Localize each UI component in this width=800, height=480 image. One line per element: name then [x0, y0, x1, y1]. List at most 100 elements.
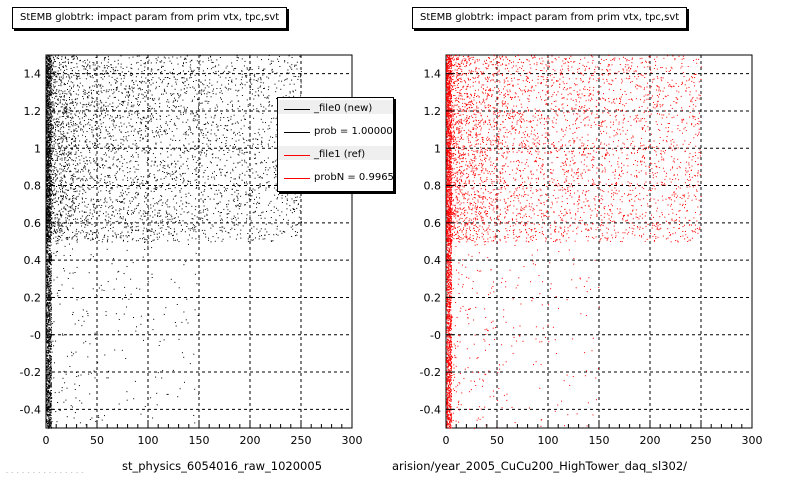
- data-point: [47, 271, 48, 273]
- data-point: [86, 93, 88, 95]
- data-point: [60, 76, 62, 78]
- data-point: [180, 230, 182, 232]
- data-point: [194, 74, 196, 76]
- data-point: [50, 216, 51, 218]
- data-point: [68, 216, 70, 218]
- data-point: [46, 207, 48, 209]
- data-point: [76, 98, 78, 100]
- data-point: [68, 80, 69, 82]
- data-point: [104, 67, 106, 69]
- data-point: [64, 93, 66, 95]
- data-point: [53, 182, 55, 184]
- data-point: [67, 73, 69, 75]
- data-point: [79, 186, 81, 188]
- data-point: [84, 141, 86, 143]
- data-point: [199, 163, 201, 164]
- data-point: [50, 141, 52, 143]
- data-point: [48, 255, 50, 257]
- data-point: [198, 106, 199, 108]
- data-point: [132, 212, 134, 213]
- data-point: [233, 215, 235, 217]
- data-point: [113, 121, 115, 123]
- data-point: [50, 170, 52, 172]
- data-point: [55, 93, 57, 95]
- data-point: [264, 234, 266, 236]
- data-point: [93, 69, 95, 71]
- data-point: [208, 59, 210, 61]
- data-point: [107, 143, 109, 145]
- data-point: [186, 165, 188, 167]
- data-point: [61, 177, 63, 179]
- data-point: [299, 210, 301, 212]
- data-point: [49, 376, 51, 378]
- data-point: [246, 214, 248, 216]
- data-point: [297, 222, 299, 224]
- data-point: [48, 148, 50, 150]
- data-point: [46, 217, 47, 219]
- data-point: [119, 73, 121, 75]
- data-point: [180, 179, 181, 180]
- data-point: [151, 230, 153, 232]
- data-point: [49, 394, 51, 396]
- data-point: [275, 219, 277, 221]
- data-point: [68, 109, 70, 111]
- data-point: [100, 199, 102, 201]
- data-point: [162, 167, 164, 169]
- data-point: [46, 121, 48, 123]
- data-point: [229, 210, 231, 212]
- data-point: [51, 317, 52, 319]
- data-point: [96, 201, 98, 203]
- data-point: [66, 108, 68, 110]
- data-point: [194, 227, 196, 229]
- data-point: [273, 234, 275, 236]
- data-point: [61, 133, 63, 135]
- data-point: [97, 101, 99, 103]
- data-point: [46, 97, 48, 99]
- data-point: [98, 215, 100, 217]
- data-point: [47, 82, 48, 84]
- data-point: [50, 355, 52, 357]
- data-point: [166, 151, 168, 153]
- data-point: [281, 202, 283, 203]
- data-point: [270, 136, 272, 138]
- data-point: [253, 75, 255, 77]
- data-point: [126, 151, 128, 152]
- data-point: [111, 214, 113, 216]
- data-point: [50, 177, 52, 179]
- data-point: [68, 236, 70, 238]
- data-point: [259, 186, 261, 188]
- data-point: [47, 187, 49, 189]
- data-point: [107, 238, 109, 240]
- data-point: [231, 100, 233, 102]
- data-point: [95, 138, 97, 140]
- data-point: [46, 314, 48, 316]
- data-point: [170, 228, 172, 229]
- data-point: [251, 227, 253, 229]
- data-point: [47, 270, 49, 272]
- data-point: [50, 427, 52, 429]
- data-point: [239, 134, 241, 136]
- data-point: [71, 124, 73, 126]
- data-point: [262, 82, 264, 84]
- data-point: [127, 91, 129, 93]
- data-point: [47, 254, 49, 256]
- data-point: [70, 68, 72, 69]
- data-point: [169, 121, 171, 122]
- data-point: [49, 145, 51, 146]
- data-point: [50, 256, 52, 258]
- data-point: [184, 85, 186, 87]
- data-point: [101, 205, 103, 206]
- data-point: [127, 213, 128, 215]
- data-point: [173, 149, 175, 151]
- data-point: [172, 198, 174, 200]
- data-point: [219, 192, 221, 194]
- data-point: [251, 93, 253, 95]
- data-point: [57, 98, 59, 100]
- data-point: [66, 104, 68, 106]
- data-point: [51, 116, 53, 118]
- data-point: [151, 79, 153, 81]
- data-point: [150, 117, 152, 119]
- data-point: [72, 198, 73, 200]
- data-point: [175, 176, 177, 178]
- data-point: [90, 119, 92, 121]
